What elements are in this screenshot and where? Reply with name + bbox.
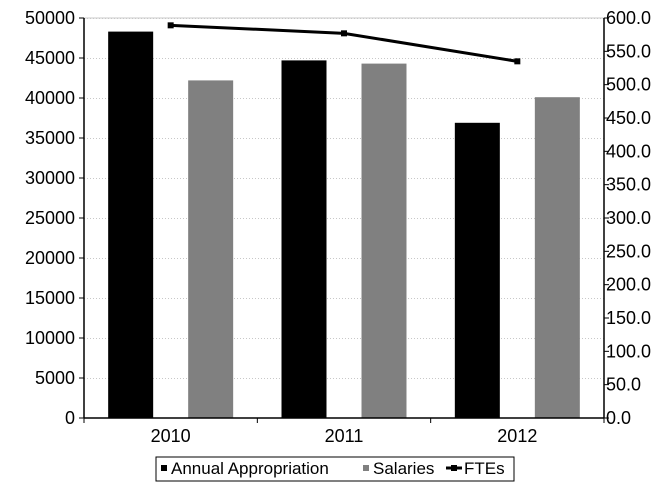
ftes-point-2012 <box>514 58 521 65</box>
left-tick-label: 25000 <box>25 208 75 228</box>
legend-label-ftes: FTEs <box>464 459 505 478</box>
gridlines <box>83 17 605 419</box>
ftes-line-layer <box>167 22 521 65</box>
right-tick-label: 200.0 <box>606 275 651 295</box>
bar-annual-appropriation-2012 <box>454 122 500 419</box>
right-tick-label: 600.0 <box>606 8 651 28</box>
right-tick-label: 500.0 <box>606 75 651 95</box>
legend-label-annual-appropriation: Annual Appropriation <box>171 459 329 478</box>
left-tick-label: 45000 <box>25 48 75 68</box>
bars <box>108 31 580 419</box>
left-tick-label: 0 <box>65 408 75 428</box>
bar-annual-appropriation-2011 <box>281 60 327 419</box>
right-tick-label: 100.0 <box>606 341 651 361</box>
left-tick-label: 15000 <box>25 288 75 308</box>
axes: 0 5000 10000 15000 20000 25000 30000 35000 40000… <box>25 8 651 446</box>
right-tick-label: 150.0 <box>606 308 651 328</box>
bar-salaries-2010 <box>188 80 234 419</box>
right-tick-label: 0.0 <box>606 408 631 428</box>
ftes-point-2010 <box>167 22 174 29</box>
x-tick-label: 2012 <box>497 426 537 446</box>
left-tick-label: 40000 <box>25 88 75 108</box>
right-tick-label: 350.0 <box>606 175 651 195</box>
ftes-point-2011 <box>341 30 347 37</box>
legend-marker-annual-appropriation <box>161 465 167 471</box>
x-tick-label: 2011 <box>325 426 364 446</box>
left-tick-label: 20000 <box>25 248 75 268</box>
legend-marker-ftes <box>451 465 457 471</box>
left-tick-label: 30000 <box>25 168 75 188</box>
left-tick-label: 50000 <box>25 8 75 28</box>
right-tick-label: 50.0 <box>606 375 641 395</box>
x-tick-label: 2010 <box>151 426 191 446</box>
legend-label-salaries: Salaries <box>373 459 434 478</box>
left-tick-label: 5000 <box>35 368 75 388</box>
legend: Annual Appropriation Salaries FTEs <box>155 456 515 482</box>
left-tick-label: 35000 <box>25 128 75 148</box>
right-tick-label: 400.0 <box>606 141 651 161</box>
right-tick-label: 300.0 <box>606 208 651 228</box>
right-tick-label: 550.0 <box>606 41 651 61</box>
bar-annual-appropriation-2010 <box>108 31 154 418</box>
legend-marker-salaries <box>363 465 369 471</box>
right-tick-label: 450.0 <box>606 108 651 128</box>
left-tick-label: 10000 <box>25 328 75 348</box>
right-tick-label: 250.0 <box>606 241 651 261</box>
bar-salaries-2012 <box>534 97 580 418</box>
bar-salaries-2011 <box>361 63 407 418</box>
